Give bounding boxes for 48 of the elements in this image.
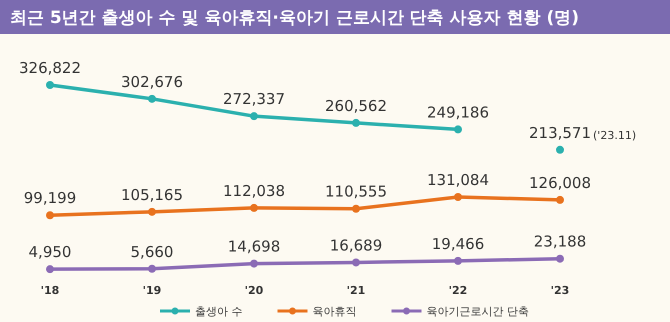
point	[454, 256, 462, 265]
data-label: 112,038	[222, 182, 286, 200]
point	[46, 81, 54, 89]
legend-육아휴직: 육아휴직	[278, 305, 356, 318]
data-label: 105,165	[120, 186, 184, 204]
annotation: ('23.11)	[593, 128, 636, 142]
point	[454, 192, 462, 201]
data-label: 302,676	[120, 72, 184, 91]
data-label: 260,562	[324, 96, 388, 115]
data-label: 16,689	[330, 236, 382, 254]
x-tick-label: '21	[346, 284, 366, 297]
point	[352, 204, 360, 213]
point	[148, 208, 156, 216]
point	[454, 125, 462, 134]
legend-label: 출생아 수	[195, 305, 242, 318]
x-tick-label: '19	[142, 284, 162, 297]
data-label: 126,008	[528, 174, 592, 192]
x-tick-label: '23	[550, 284, 570, 297]
legend-label: 육아휴직	[312, 305, 356, 318]
x-tick-label: '20	[244, 284, 264, 297]
data-label: 131,084	[426, 170, 490, 189]
point	[46, 265, 54, 274]
data-label: 326,822	[18, 59, 82, 77]
point	[250, 260, 258, 268]
x-tick-label: '22	[448, 284, 468, 297]
data-label: 14,698	[228, 238, 280, 256]
x-tick-label: '18	[40, 284, 60, 297]
point	[352, 258, 360, 266]
point	[250, 112, 258, 120]
point	[352, 118, 360, 127]
point	[148, 264, 156, 273]
point	[148, 94, 156, 103]
point	[556, 146, 564, 154]
point	[46, 211, 54, 220]
data-label: 249,186	[426, 103, 490, 122]
legend-label: 육아기근로시간 단축	[426, 305, 529, 318]
chart-title: 최근 5년간 출생아 수 및 육아휴직·육아기 근로시간 단축 사용자 현황 (명)	[10, 8, 580, 28]
point	[556, 196, 564, 204]
data-label: 272,337	[222, 90, 286, 108]
data-label: 5,660	[130, 242, 174, 261]
data-label: 4,950	[28, 243, 72, 262]
point	[556, 254, 564, 263]
data-label: 99,199	[24, 189, 76, 208]
data-label: 23,188	[534, 232, 586, 251]
data-label: 110,555	[324, 182, 388, 201]
point	[250, 204, 258, 212]
data-label: 213,571	[528, 124, 592, 142]
data-label: 19,466	[432, 234, 484, 253]
